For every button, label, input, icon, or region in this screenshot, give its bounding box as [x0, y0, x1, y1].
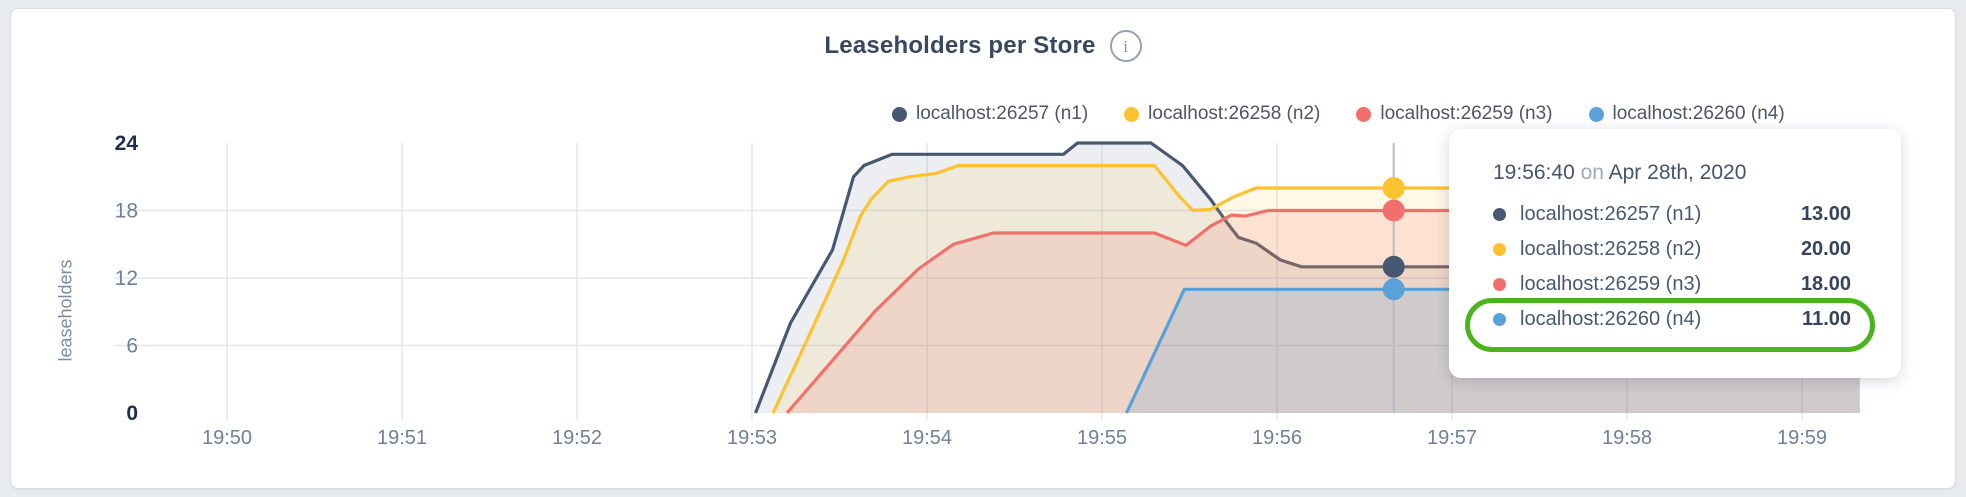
series-dot-icon [1356, 106, 1372, 122]
chart-title: Leaseholders per Store [824, 32, 1096, 59]
legend-label: localhost:26260 (n4) [1612, 103, 1785, 124]
legend-label: localhost:26257 (n1) [916, 103, 1089, 124]
tooltip-series-value: 20.00 [1800, 238, 1851, 260]
legend-item-n4: localhost:26260 (n4) [1588, 103, 1785, 125]
series-dot-icon [1493, 313, 1506, 326]
y-axis-title: leaseholders [55, 259, 76, 362]
hover-tooltip: 19:56:40 on Apr 28th, 2020 localhost:262… [1449, 129, 1901, 378]
tooltip-row-n4: localhost:26260 (n4) 11.00 [1493, 302, 1851, 337]
tooltip-time: 19:56:40 [1493, 161, 1575, 184]
chart-legend: localhost:26257 (n1) localhost:26258 (n2… [892, 103, 1785, 125]
tooltip-row-n3: localhost:26259 (n3) 18.00 [1493, 267, 1851, 302]
tooltip-row-n2: localhost:26258 (n2) 20.00 [1493, 232, 1851, 267]
tooltip-series-label: localhost:26259 (n3) [1520, 273, 1702, 295]
tooltip-connector: on [1574, 161, 1609, 184]
tooltip-row-n1: localhost:26257 (n1) 13.00 [1493, 197, 1851, 232]
series-dot-icon [1493, 278, 1506, 291]
tooltip-timestamp: 19:56:40 on Apr 28th, 2020 [1493, 157, 1851, 189]
series-dot-icon [1124, 106, 1140, 122]
tooltip-series-label: localhost:26260 (n4) [1520, 308, 1702, 330]
tooltip-series-value: 18.00 [1800, 273, 1851, 295]
tooltip-date: Apr 28th, 2020 [1608, 161, 1747, 184]
series-dot-icon [892, 106, 907, 122]
legend-label: localhost:26259 (n3) [1380, 103, 1553, 124]
legend-item-n1: localhost:26257 (n1) [892, 103, 1088, 125]
tooltip-series-label: localhost:26257 (n1) [1520, 203, 1702, 225]
info-icon[interactable]: i [1109, 30, 1142, 62]
tooltip-series-label: localhost:26258 (n2) [1520, 238, 1702, 260]
legend-label: localhost:26258 (n2) [1148, 103, 1321, 124]
legend-item-n2: localhost:26258 (n2) [1124, 103, 1320, 125]
tooltip-series-value: 13.00 [1800, 203, 1851, 225]
series-dot-icon [1588, 106, 1604, 122]
tooltip-series-value: 11.00 [1802, 308, 1851, 330]
legend-item-n3: localhost:26259 (n3) [1356, 103, 1553, 125]
series-dot-icon [1493, 208, 1506, 221]
tooltip-rows: localhost:26257 (n1) 13.00 localhost:262… [1493, 197, 1851, 337]
series-dot-icon [1493, 243, 1506, 256]
chart-header: Leaseholders per Store i [0, 30, 1966, 62]
